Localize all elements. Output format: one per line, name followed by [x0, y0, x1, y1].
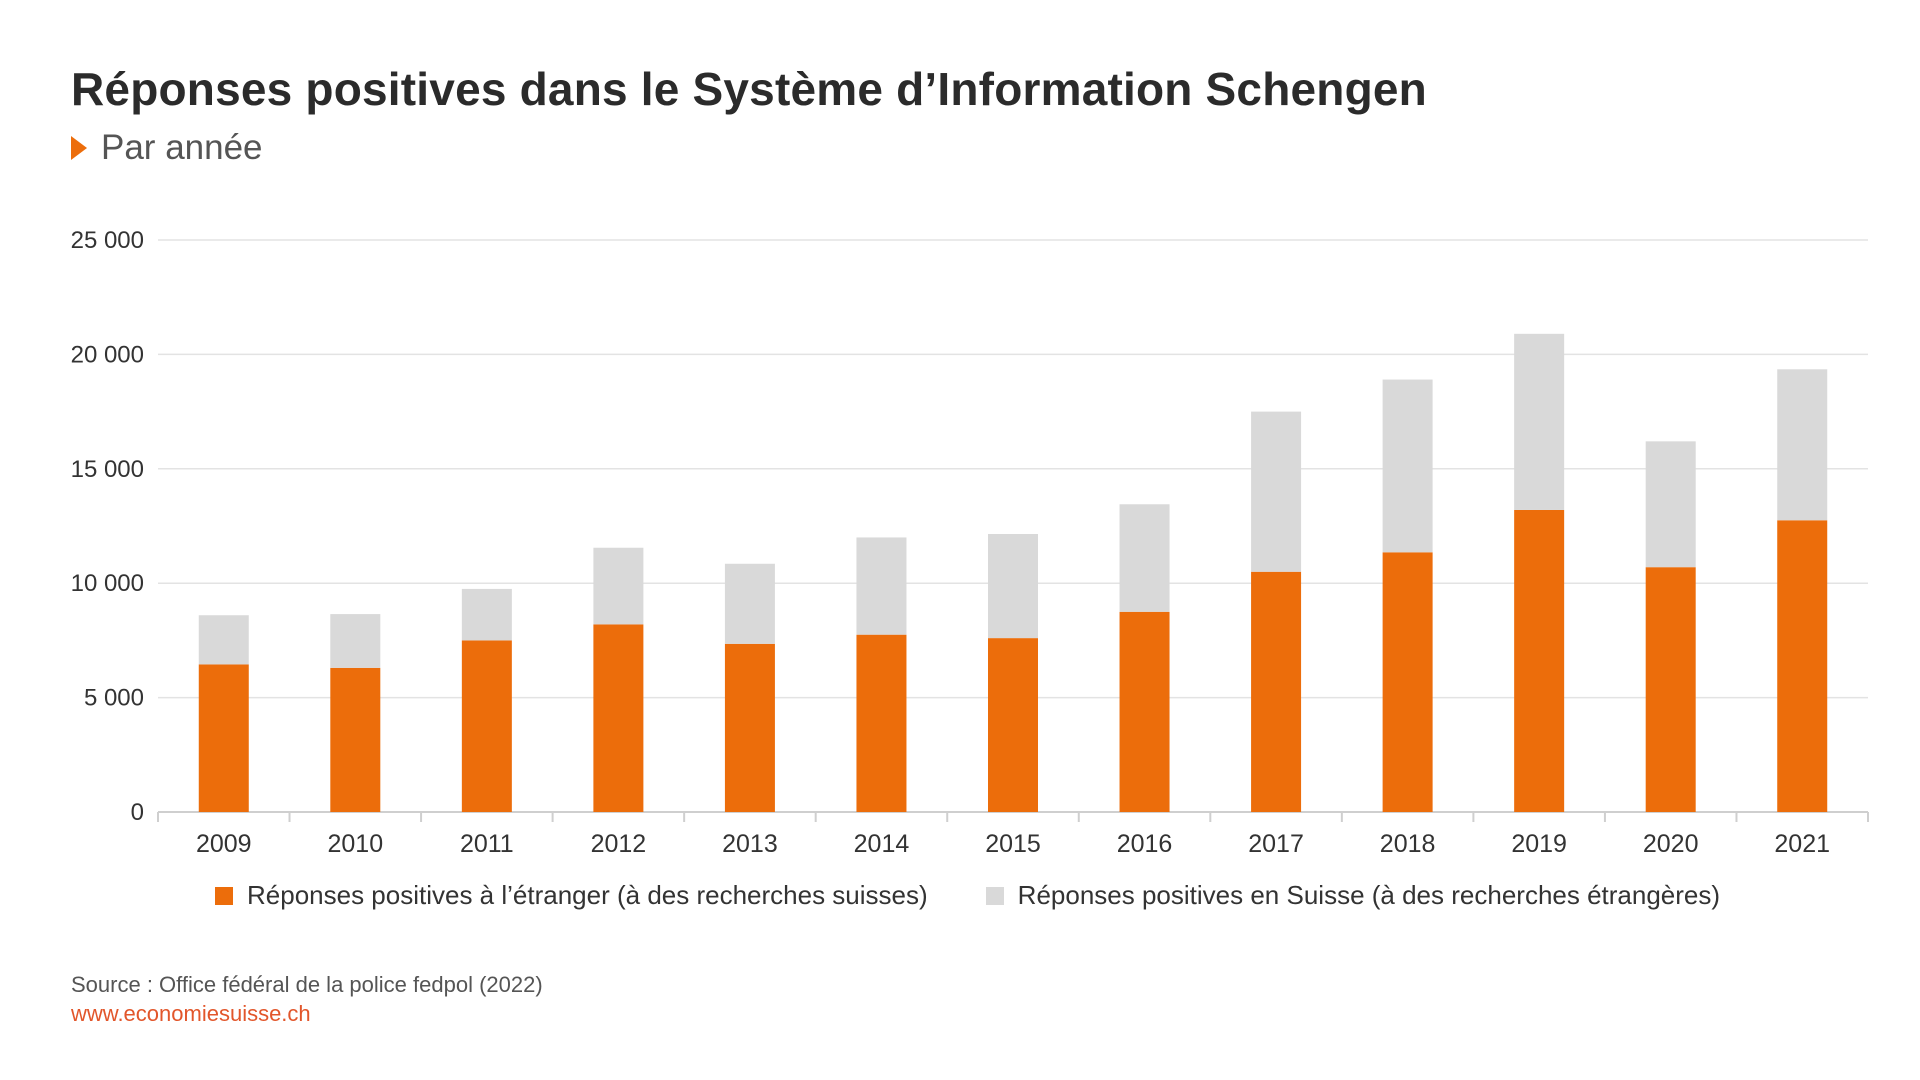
x-tick-label: 2013	[722, 830, 778, 858]
x-tick-label: 2021	[1774, 830, 1830, 858]
bar-abroad	[1119, 611, 1170, 812]
x-tick-label: 2017	[1248, 830, 1304, 858]
bar-abroad	[1645, 567, 1696, 812]
triangle-marker-icon	[71, 136, 87, 160]
bar-abroad	[856, 634, 907, 812]
bar-switzerland	[1119, 504, 1170, 612]
legend-label-switzerland: Réponses positives en Suisse (à des rech…	[1017, 880, 1721, 910]
bar-abroad	[724, 643, 775, 812]
bar-abroad	[1777, 520, 1828, 812]
x-tick-label: 2020	[1643, 830, 1699, 858]
y-tick-label: 15 000	[71, 456, 144, 483]
y-tick-label: 10 000	[71, 570, 144, 597]
y-tick-label: 0	[131, 799, 144, 826]
bar-switzerland	[1777, 369, 1828, 521]
source-note: Source : Office fédéral de la police fed…	[71, 972, 543, 997]
subtitle-row: Par année	[71, 128, 263, 168]
x-tick-label: 2010	[327, 830, 383, 858]
x-tick-label: 2019	[1511, 830, 1567, 858]
bar-abroad	[593, 624, 644, 812]
x-tick-label: 2015	[985, 830, 1041, 858]
legend-swatch-abroad	[215, 886, 233, 905]
x-tick-label: 2018	[1380, 830, 1436, 858]
bar-abroad	[198, 664, 249, 812]
bar-switzerland	[988, 534, 1038, 639]
chart-subtitle: Par année	[101, 128, 263, 167]
bar-abroad	[1382, 552, 1433, 812]
y-tick-label: 20 000	[71, 341, 144, 368]
bar-abroad	[988, 638, 1038, 812]
legend-item-switzerland: Réponses positives en Suisse (à des rech…	[985, 880, 1721, 911]
legend-label-abroad: Réponses positives à l’étranger (à des r…	[247, 880, 928, 910]
x-tick-label: 2009	[196, 830, 252, 858]
x-tick-label: 2011	[460, 830, 514, 858]
chart-legend: Réponses positives à l’étranger (à des r…	[215, 880, 1778, 911]
bar-switzerland	[1645, 441, 1696, 568]
bar-switzerland	[1382, 379, 1433, 553]
legend-swatch-switzerland	[985, 886, 1004, 905]
y-tick-label: 25 000	[71, 227, 144, 254]
bar-switzerland	[856, 537, 907, 635]
x-tick-label: 2014	[854, 830, 910, 858]
x-tick-label: 2016	[1117, 830, 1173, 858]
bar-switzerland	[330, 614, 381, 668]
source-link[interactable]: www.economiesuisse.ch	[71, 1001, 311, 1026]
bar-switzerland	[593, 547, 644, 625]
bar-switzerland	[1514, 333, 1565, 510]
bar-abroad	[1251, 571, 1302, 812]
legend-item-abroad: Réponses positives à l’étranger (à des r…	[215, 880, 928, 911]
bar-abroad	[461, 640, 512, 812]
bar-switzerland	[461, 588, 512, 641]
chart-title: Réponses positives dans le Système d’Inf…	[71, 63, 1427, 115]
bar-abroad	[330, 667, 381, 812]
bar-switzerland	[1251, 411, 1302, 572]
y-tick-label: 5 000	[84, 685, 144, 712]
x-tick-label: 2012	[591, 830, 647, 858]
bar-switzerland	[198, 615, 249, 665]
bar-switzerland	[724, 563, 775, 644]
bar-chart: 0 5 000 10 000 15 000 20 000 25 000 2009 2010 20…	[71, 227, 1869, 858]
bar-abroad	[1514, 509, 1565, 812]
